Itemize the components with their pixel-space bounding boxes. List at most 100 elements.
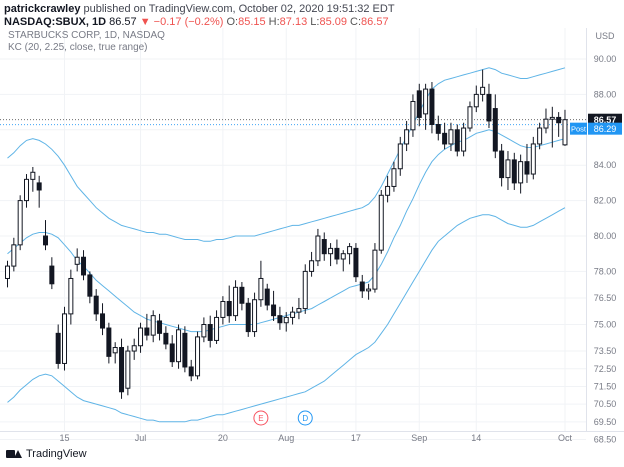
candle[interactable] (144, 313, 150, 341)
candle[interactable] (131, 338, 137, 360)
candle[interactable] (448, 122, 454, 152)
candle[interactable] (125, 345, 131, 396)
candle[interactable] (505, 151, 511, 190)
candle[interactable] (416, 83, 422, 127)
candle[interactable] (220, 296, 226, 325)
candle[interactable] (138, 322, 144, 353)
candle[interactable] (245, 297, 251, 337)
price-axis[interactable]: USD 90.0088.0086.0084.0082.0080.0078.007… (586, 28, 617, 445)
candle[interactable] (290, 306, 296, 325)
candle[interactable] (271, 290, 277, 321)
candle[interactable] (81, 250, 87, 281)
candle[interactable] (492, 94, 498, 159)
candle[interactable] (226, 285, 232, 323)
candle[interactable] (93, 289, 99, 321)
candle[interactable] (176, 324, 182, 369)
candle[interactable] (543, 108, 549, 134)
author-name[interactable]: patrickcrawley (4, 3, 81, 15)
candle[interactable] (24, 174, 30, 208)
candle[interactable] (549, 106, 555, 148)
candle[interactable] (556, 112, 562, 137)
candle[interactable] (100, 303, 106, 336)
candle[interactable] (467, 101, 473, 132)
candle[interactable] (163, 326, 169, 350)
candle[interactable] (55, 324, 61, 369)
candle[interactable] (328, 243, 334, 267)
candle[interactable] (353, 243, 359, 283)
candle[interactable] (499, 143, 505, 187)
candle[interactable] (30, 166, 36, 192)
candle[interactable] (461, 122, 467, 157)
event-marker[interactable]: E (253, 410, 269, 426)
candle[interactable] (36, 175, 42, 208)
candle[interactable] (359, 274, 365, 298)
candle[interactable] (302, 264, 308, 314)
time-axis[interactable]: 15 Jul 20 Aug 17 Sep 14 Oct (0, 431, 624, 444)
candle[interactable] (87, 271, 93, 304)
candle[interactable] (239, 282, 245, 311)
candle[interactable] (182, 326, 188, 373)
candle[interactable] (435, 115, 441, 141)
footer-brand[interactable]: TradingView (6, 448, 87, 460)
candle[interactable] (442, 122, 448, 150)
candle[interactable] (283, 312, 289, 332)
chart-legend-title[interactable]: STARBUCKS CORP, 1D, NASDAQ (8, 30, 165, 41)
candle[interactable] (169, 335, 175, 367)
candle[interactable] (195, 331, 201, 380)
event-marker[interactable]: D (297, 410, 313, 426)
candle[interactable] (340, 250, 346, 272)
candle[interactable] (372, 243, 378, 293)
candle[interactable] (252, 292, 258, 337)
candle[interactable] (150, 310, 156, 343)
candle[interactable] (207, 315, 213, 348)
candle[interactable] (347, 243, 353, 265)
candle[interactable] (43, 220, 49, 251)
candle[interactable] (321, 232, 327, 261)
candle[interactable] (277, 306, 283, 330)
candle[interactable] (524, 143, 530, 183)
candle[interactable] (397, 136, 403, 176)
candle[interactable] (404, 120, 410, 152)
candle[interactable] (157, 313, 163, 341)
candle[interactable] (385, 175, 391, 203)
candle[interactable] (188, 359, 194, 382)
candle[interactable] (258, 260, 264, 307)
candle[interactable] (378, 189, 384, 254)
candle[interactable] (454, 124, 460, 157)
candle[interactable] (334, 239, 340, 265)
candle[interactable] (391, 161, 397, 192)
candle[interactable] (17, 195, 23, 251)
candle[interactable] (537, 122, 543, 150)
candle[interactable] (62, 306, 68, 371)
candle[interactable] (480, 69, 486, 102)
candle[interactable] (11, 237, 17, 272)
candle[interactable] (511, 152, 517, 190)
candle[interactable] (68, 269, 74, 325)
candle[interactable] (423, 83, 429, 130)
candle[interactable] (74, 248, 80, 272)
candle[interactable] (112, 342, 118, 364)
candle[interactable] (315, 228, 321, 267)
candle[interactable] (518, 154, 524, 194)
candle[interactable] (473, 85, 479, 113)
indicator-legend[interactable]: KC (20, 2.25, close, true range) (8, 42, 148, 53)
candle[interactable] (214, 310, 220, 344)
candle[interactable] (201, 317, 207, 343)
candle[interactable] (233, 280, 239, 321)
candle[interactable] (264, 283, 270, 311)
candle[interactable] (296, 297, 302, 320)
candle[interactable] (119, 338, 125, 399)
candle[interactable] (49, 257, 55, 290)
candle[interactable] (410, 94, 416, 137)
candle[interactable] (562, 109, 568, 146)
candle[interactable] (530, 136, 536, 180)
candle[interactable] (309, 251, 315, 277)
candle[interactable] (5, 260, 10, 288)
candle[interactable] (429, 82, 435, 134)
candle[interactable] (106, 322, 112, 364)
candlesticks[interactable] (5, 69, 568, 399)
candle[interactable] (366, 283, 372, 300)
candle[interactable] (486, 83, 492, 129)
